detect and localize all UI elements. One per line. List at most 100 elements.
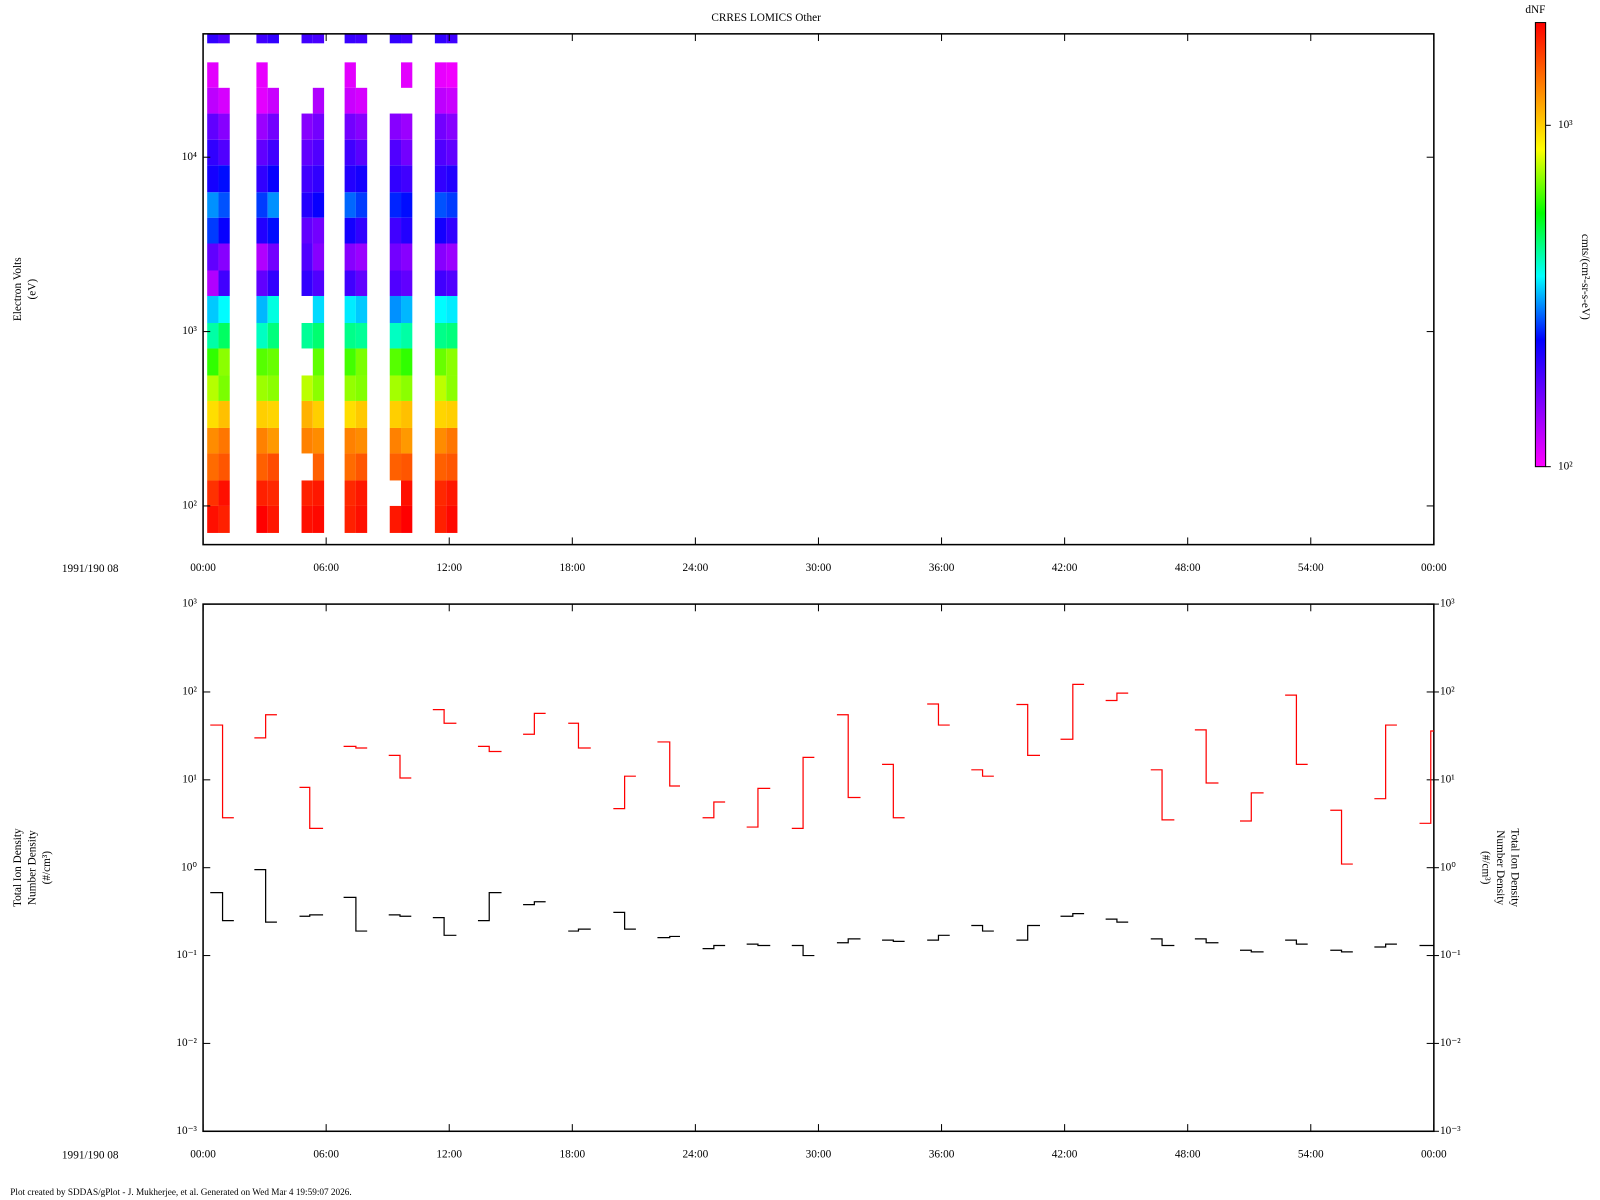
heatmap-cell <box>218 427 230 454</box>
heatmap-cell <box>401 480 413 506</box>
heatmap-cell <box>355 427 368 454</box>
heatmap-cell <box>344 113 356 140</box>
heatmap-cell <box>207 217 219 244</box>
x-tick-label: 18:00 <box>559 1148 585 1160</box>
heatmap-cell <box>344 427 356 454</box>
heatmap-cell <box>256 295 268 323</box>
heatmap-cell <box>207 375 219 401</box>
heatmap-cell <box>301 165 313 193</box>
heatmap-cell <box>401 322 413 349</box>
heatmap-cell <box>344 295 356 323</box>
heatmap-cell <box>218 139 230 166</box>
heatmap-cell <box>401 375 413 401</box>
x-tick-label: 30:00 <box>806 562 832 574</box>
heatmap-cell <box>434 217 447 244</box>
heatmap-cell <box>401 427 413 454</box>
heatmap-cell <box>207 480 219 506</box>
y2-tick-label: 10¹ <box>1440 773 1455 785</box>
heatmap-cell <box>312 243 325 271</box>
y-tick-label: 10³ <box>182 598 197 610</box>
heatmap-cell <box>207 322 219 349</box>
x-tick-label: 18:00 <box>559 562 585 574</box>
heatmap-cell <box>312 400 325 428</box>
heatmap-cell <box>446 348 458 376</box>
heatmap-cell <box>301 113 313 140</box>
heatmap-cell <box>344 139 356 166</box>
heatmap-cell <box>446 243 458 271</box>
y2-tick-label: 10⁻² <box>1440 1037 1461 1049</box>
heatmap-cell <box>218 453 230 481</box>
heatmap-cell <box>401 270 413 296</box>
heatmap-cell <box>355 87 368 114</box>
heatmap-cell <box>389 192 402 218</box>
heatmap-cell <box>389 505 402 533</box>
y-axis-label: Total Ion Density <box>12 828 24 907</box>
heatmap-cell <box>207 400 219 428</box>
heatmap-cell <box>207 87 219 114</box>
x-tick-label: 00:00 <box>190 562 216 574</box>
heatmap-cell <box>301 33 313 44</box>
heatmap-cell <box>218 33 230 44</box>
heatmap-cell <box>312 375 325 401</box>
heatmap-cell <box>256 87 268 114</box>
heatmap-cell <box>207 505 219 533</box>
heatmap-cell <box>256 192 268 218</box>
heatmap-cell <box>267 87 279 114</box>
heatmap-cell <box>267 348 279 376</box>
heatmap-cell <box>301 322 313 349</box>
heatmap-cell <box>312 505 325 533</box>
heatmap-cell <box>301 270 313 296</box>
step-line <box>210 683 1434 865</box>
heatmap-cell <box>218 400 230 428</box>
heatmap-cell <box>256 62 268 88</box>
heatmap-cell <box>207 348 219 376</box>
heatmap-cell <box>267 427 279 454</box>
heatmap-cell <box>267 113 279 140</box>
heatmap-cell <box>267 165 279 193</box>
heatmap-cell <box>446 33 458 44</box>
heatmap-cell <box>344 322 356 349</box>
heatmap-cell <box>389 322 402 349</box>
heatmap-cell <box>434 165 447 193</box>
heatmap-cell <box>344 217 356 244</box>
heatmap-cell <box>434 139 447 166</box>
heatmap-cell <box>301 505 313 533</box>
heatmap-cell <box>446 427 458 454</box>
heatmap-cell <box>355 113 368 140</box>
heatmap-cell <box>256 33 268 44</box>
plot-frame <box>202 603 1435 1133</box>
heatmap-cell <box>389 243 402 271</box>
x-tick-label: 24:00 <box>683 562 709 574</box>
heatmap-cell <box>446 480 458 506</box>
heatmap-cell <box>267 453 279 481</box>
heatmap-cell <box>434 295 447 323</box>
heatmap-cell <box>355 217 368 244</box>
heatmap-cell <box>267 217 279 244</box>
colorbar-title: dNF <box>1525 4 1545 16</box>
heatmap-cell <box>256 505 268 533</box>
heatmap-cell <box>344 165 356 193</box>
heatmap-cell <box>312 480 325 506</box>
heatmap-cell <box>434 113 447 140</box>
heatmap-cell <box>389 295 402 323</box>
y-tick-label: 10⁻² <box>176 1037 197 1049</box>
x-tick-label: 48:00 <box>1175 1148 1201 1160</box>
heatmap-cell <box>446 322 458 349</box>
heatmap-cell <box>256 400 268 428</box>
x-tick-label: 36:00 <box>929 562 955 574</box>
heatmap-cell <box>312 87 325 114</box>
heatmap-cell <box>312 217 325 244</box>
heatmap-cell <box>446 217 458 244</box>
heatmap-cell <box>207 62 219 88</box>
heatmap-cell <box>401 295 413 323</box>
y-tick-label: 10³ <box>182 325 197 337</box>
heatmap-cell <box>267 192 279 218</box>
heatmap-cell <box>312 270 325 296</box>
heatmap-cell <box>312 322 325 349</box>
x-tick-label: 00:00 <box>1421 562 1447 574</box>
heatmap-cell <box>301 427 313 454</box>
heatmap-cell <box>401 192 413 218</box>
heatmap-cell <box>355 375 368 401</box>
heatmap-cell <box>446 453 458 481</box>
heatmap-cell <box>355 243 368 271</box>
